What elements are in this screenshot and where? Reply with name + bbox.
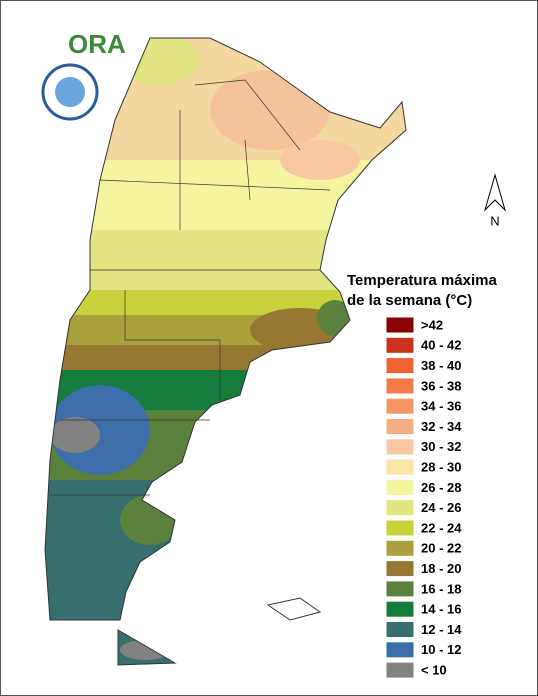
legend-label: 22 - 24 [421, 520, 462, 535]
legend-swatch [385, 418, 415, 435]
legend-label: 40 - 42 [421, 338, 461, 353]
legend-label: 14 - 16 [421, 602, 461, 617]
country-outline [44, 37, 407, 666]
legend-title: de la semana (°C) [347, 292, 472, 309]
legend-swatch [385, 621, 415, 638]
legend-label: 30 - 32 [421, 439, 461, 454]
legend-label: 36 - 38 [421, 378, 461, 393]
legend-swatch [385, 661, 415, 679]
legend-label: 38 - 40 [421, 358, 461, 373]
legend-label: 12 - 14 [421, 622, 462, 637]
legend-swatch [385, 600, 415, 618]
logo-emblem-center [55, 77, 85, 107]
logo-text: ORA [68, 29, 126, 59]
legend-label: 18 - 20 [421, 561, 461, 576]
legend-swatch [385, 478, 415, 496]
legend-label: 28 - 30 [421, 460, 461, 475]
legend-swatch [385, 336, 415, 354]
legend-swatch [385, 560, 415, 578]
legend-label: 32 - 34 [421, 419, 462, 434]
legend-swatch [385, 397, 415, 415]
legend-swatch [385, 641, 415, 659]
legend-swatch [385, 357, 415, 375]
north-arrow [483, 173, 507, 212]
legend-label: < 10 [421, 663, 447, 678]
legend-label: 24 - 26 [421, 500, 461, 515]
legend-swatch [385, 438, 415, 456]
legend-label: >42 [421, 317, 443, 332]
islands [266, 597, 322, 621]
legend-label: 20 - 22 [421, 541, 461, 556]
legend-title: Temperatura máxima [347, 272, 497, 289]
legend-swatch [385, 458, 415, 476]
legend-swatch [385, 539, 415, 557]
legend-swatch [385, 580, 415, 598]
legend-label: 10 - 12 [421, 642, 461, 657]
legend-label: 34 - 36 [421, 399, 461, 414]
legend-swatch [385, 377, 415, 395]
legend-swatch [385, 519, 415, 537]
province-borders [50, 79, 331, 496]
north-label: N [490, 213, 499, 228]
legend-swatch [385, 499, 415, 517]
legend-label: 26 - 28 [421, 480, 461, 495]
legend-swatch [385, 316, 415, 334]
legend-label: 16 - 18 [421, 581, 461, 596]
